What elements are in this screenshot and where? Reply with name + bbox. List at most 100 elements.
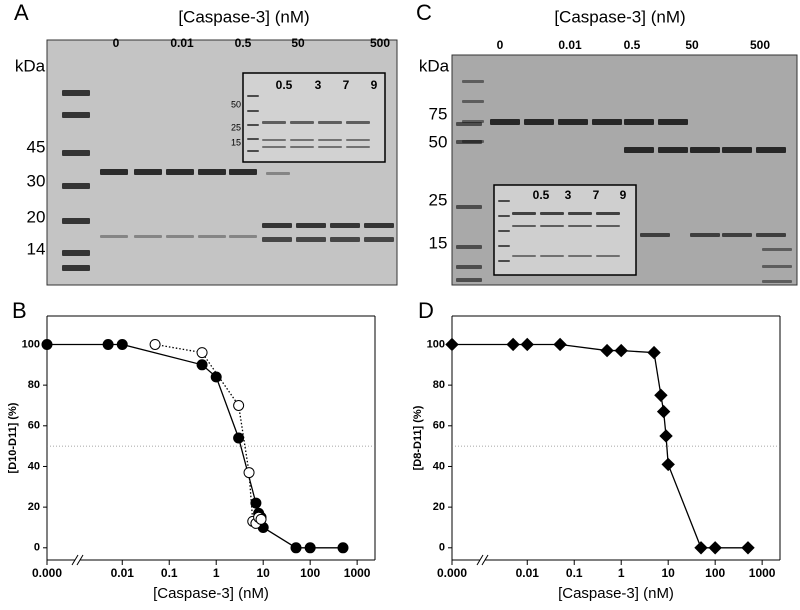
gel-band: [262, 237, 292, 242]
data-point: [647, 345, 661, 360]
y-axis-label: [D8-D11] (%): [412, 405, 424, 470]
panel-label: D: [418, 298, 434, 323]
marker-label: 45: [27, 137, 46, 156]
gel-band: [262, 139, 286, 141]
gel-band: [134, 169, 162, 175]
gel-band: [512, 255, 536, 257]
gel-band: [456, 278, 482, 282]
inset-marker-label: 15: [231, 137, 241, 147]
gel-band: [229, 169, 257, 175]
y-tick-label: 0: [439, 542, 445, 554]
gel-band: [490, 119, 520, 125]
gel-band: [134, 235, 162, 238]
gel-band: [262, 146, 286, 148]
x-axis-label: [Caspase-3] (nM): [153, 585, 269, 602]
gel-band: [558, 119, 588, 125]
x-axis-label: [Caspase-3] (nM): [558, 585, 674, 602]
lane-label: 50: [291, 36, 305, 50]
gel-band: [540, 225, 564, 227]
marker-label: 30: [27, 171, 46, 190]
gel-band: [568, 212, 592, 215]
gel-band: [540, 255, 564, 257]
data-point: [614, 343, 628, 358]
data-point: [255, 513, 267, 525]
x-tick-label: 10: [662, 566, 676, 580]
y-tick-label: 100: [427, 338, 445, 350]
gel-band: [330, 237, 360, 242]
lane-label: 0.5: [235, 36, 252, 50]
gel-band: [62, 218, 90, 224]
gel-band: [247, 124, 259, 126]
gel-band: [524, 119, 554, 125]
gel-band: [762, 248, 792, 251]
gel-band: [624, 119, 654, 125]
data-point: [102, 338, 114, 350]
gel-band: [62, 183, 90, 189]
data-point: [196, 347, 208, 359]
gel-band: [540, 212, 564, 215]
inset-lane-label: 0.5: [276, 78, 293, 92]
data-point: [654, 388, 668, 403]
series-line: [154, 343, 262, 525]
gel-band: [62, 250, 90, 256]
gel-band: [364, 223, 394, 228]
gel-band: [318, 121, 342, 124]
gel-band: [640, 233, 670, 237]
unit-label: kDa: [15, 56, 46, 75]
marker-label: 15: [429, 233, 448, 252]
gel-band: [596, 225, 620, 227]
gel-band: [266, 172, 290, 175]
data-point: [196, 359, 208, 371]
gel-band: [762, 265, 792, 268]
gel-band: [596, 255, 620, 257]
gel-band: [290, 146, 314, 148]
gel-band: [624, 147, 654, 153]
gel-band: [456, 205, 482, 209]
panel-label: A: [14, 0, 29, 25]
data-point: [290, 542, 302, 554]
x-tick-label: 100: [705, 566, 725, 580]
lane-label: 0.01: [558, 38, 582, 52]
gel-band: [498, 230, 510, 232]
gel-band: [296, 223, 326, 228]
gel-band: [198, 169, 226, 175]
y-tick-label: 20: [28, 501, 40, 513]
gel-band: [290, 121, 314, 124]
gel-band: [756, 147, 786, 153]
gel-band: [166, 235, 194, 238]
lane-label: 0.01: [170, 36, 194, 50]
y-tick-label: 60: [28, 420, 40, 432]
data-point: [445, 337, 459, 352]
data-point: [741, 541, 755, 555]
axis-break: [476, 554, 484, 566]
x-tick-label: 0.000: [437, 566, 467, 580]
gel-band: [247, 138, 259, 140]
x-tick-label: 0.01: [111, 566, 135, 580]
inset-marker-label: 50: [231, 99, 241, 109]
x-tick-label: 0.000: [32, 566, 62, 580]
inset-lane-label: 7: [343, 78, 350, 92]
x-tick-label: 0.1: [161, 566, 178, 580]
panel-label: B: [12, 298, 27, 323]
gel-band: [456, 122, 482, 126]
data-point: [520, 337, 534, 352]
gel-band: [568, 225, 592, 227]
gel-band: [247, 110, 259, 112]
gel-band: [462, 80, 484, 83]
y-tick-label: 80: [433, 379, 445, 391]
gel-band: [498, 215, 510, 217]
data-point: [506, 337, 520, 352]
gel-band: [456, 245, 482, 249]
gel-band: [318, 146, 342, 148]
gel-band: [346, 146, 370, 148]
gel-title: [Caspase-3] (nM): [554, 7, 685, 26]
y-tick-label: 20: [433, 501, 445, 513]
gel-band: [512, 225, 536, 227]
x-tick-label: 1: [618, 566, 625, 580]
x-tick-label: 1000: [344, 566, 371, 580]
axis-break: [76, 554, 84, 566]
x-tick-label: 0.01: [516, 566, 540, 580]
gel-band: [498, 200, 510, 202]
gel-band: [318, 139, 342, 141]
